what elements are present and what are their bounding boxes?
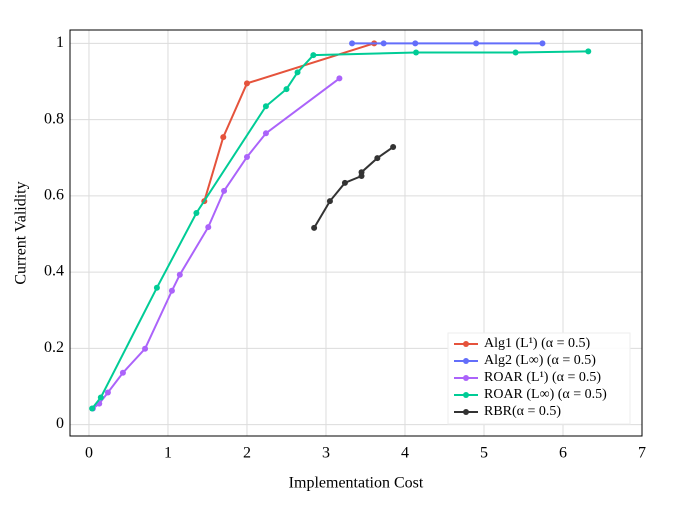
x-tick-label: 5 [480,445,488,462]
point [243,153,250,160]
point [119,369,126,376]
legend-label: ROAR (L¹) (α = 0.5) [484,370,601,385]
legend-label: ROAR (L∞) (α = 0.5) [484,387,607,402]
series-line [203,42,375,202]
point [193,209,200,216]
point [294,69,301,76]
point [243,80,250,87]
point [390,144,397,151]
point [153,284,160,291]
point [310,52,317,59]
x-tick-label: 0 [85,445,93,462]
point [512,49,519,56]
point [473,40,480,47]
series-line [92,77,341,410]
point [104,389,111,396]
legend-label: Alg2 (L∞) (α = 0.5) [484,353,596,368]
legend-box [447,332,631,425]
y-axis-label: Current Validity [13,181,30,284]
point [326,198,333,205]
point [539,40,546,47]
point [220,134,227,141]
y-tick-label: 0.6 [44,187,64,204]
point [168,287,175,294]
legend-marker [463,341,469,347]
y-tick-label: 0.2 [44,339,64,356]
point [380,40,387,47]
point [221,187,228,194]
point [89,405,96,412]
legend-marker [463,392,469,398]
point [97,394,104,401]
x-tick-label: 1 [164,445,172,462]
legend-label: RBR(α = 0.5) [484,404,561,419]
y-tick-label: 1 [56,34,64,51]
x-tick-label: 6 [559,445,567,462]
point [176,271,183,278]
point [262,130,269,137]
legend-marker [463,409,469,415]
x-tick-label: 3 [322,445,330,462]
legend-label: Alg1 (L¹) (α = 0.5) [484,336,590,351]
legend-marker [463,358,469,364]
legend-marker [463,375,469,381]
point [142,345,149,352]
point [283,86,290,93]
y-tick-label: 0.8 [44,110,64,127]
point [585,48,592,55]
x-axis-label: Implementation Cost [289,475,424,492]
point [412,40,419,47]
point [336,75,343,82]
x-tick-label: 7 [638,445,646,462]
y-tick-label: 0 [56,415,64,432]
y-tick-label: 0.4 [44,263,64,280]
point [358,169,365,176]
point [205,224,212,231]
point [262,103,269,110]
point [341,179,348,186]
x-tick-label: 4 [401,445,409,462]
plot-frame [69,29,643,437]
point [374,155,381,162]
x-tick-label: 2 [243,445,251,462]
point [413,49,420,56]
point [349,40,356,47]
point [311,224,318,231]
